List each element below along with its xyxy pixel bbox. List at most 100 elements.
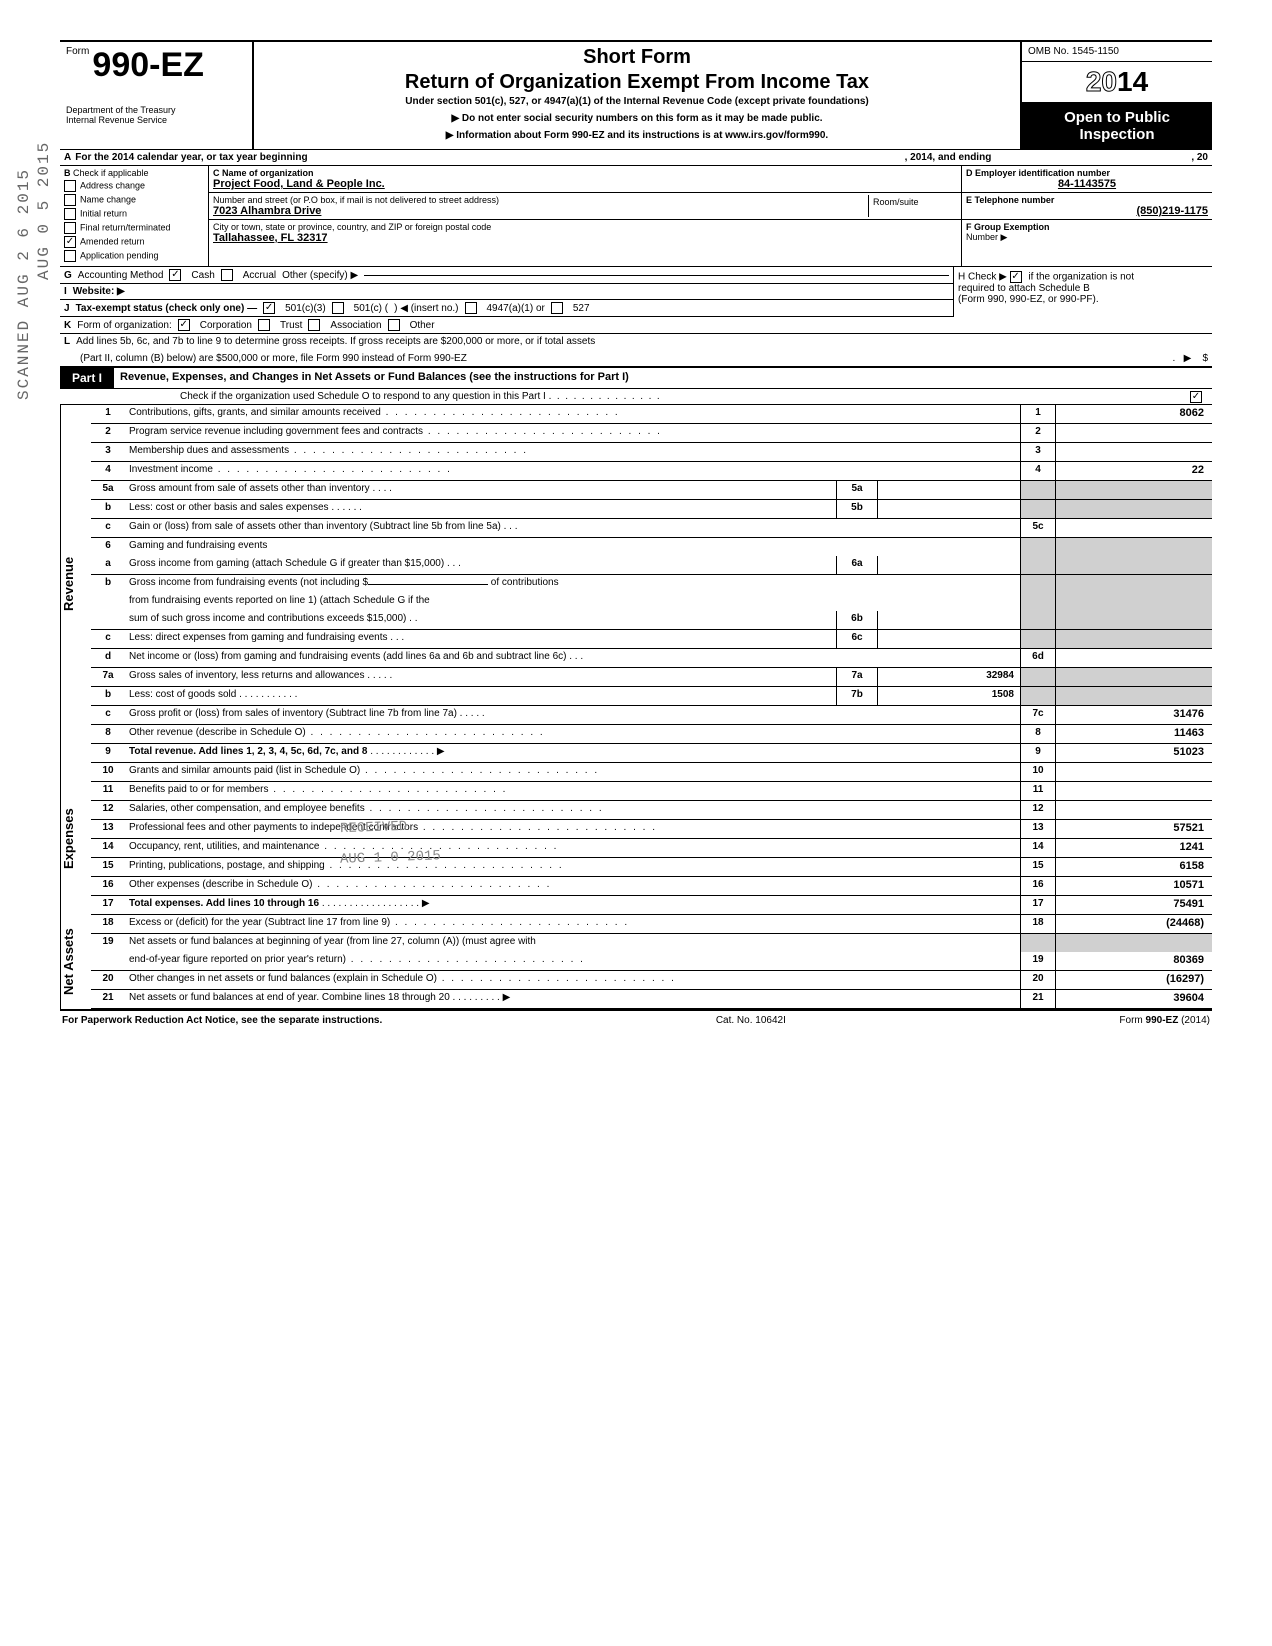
- part1-header: Part I Revenue, Expenses, and Changes in…: [60, 367, 1212, 389]
- row-g: G Accounting Method ✓Cash Accrual Other …: [60, 267, 953, 284]
- ln17-rnum: 17: [1020, 896, 1055, 914]
- ln6c-mval: [877, 630, 1020, 648]
- ln21-rnum: 21: [1020, 990, 1055, 1008]
- ln16-desc: Other expenses (describe in Schedule O): [129, 879, 312, 890]
- ln19-shade: [1020, 934, 1055, 952]
- phone-cell: E Telephone number (850)219-1175: [962, 193, 1212, 220]
- col-c: C Name of organization Project Food, Lan…: [209, 166, 962, 266]
- ln6d-desc: Net income or (loss) from gaming and fun…: [129, 651, 566, 662]
- cb-address-change[interactable]: [64, 180, 76, 192]
- cb-final-return[interactable]: [64, 222, 76, 234]
- ln3-rnum: 3: [1020, 443, 1055, 461]
- form-page: Form 990-EZ Department of the Treasury I…: [60, 40, 1212, 1030]
- addr-label: Number and street (or P.O box, if mail i…: [213, 195, 868, 205]
- ln6d-num: d: [91, 649, 125, 667]
- ln2-rnum: 2: [1020, 424, 1055, 442]
- ln8-rval: 11463: [1055, 725, 1212, 743]
- ln7c-rnum: 7c: [1020, 706, 1055, 724]
- ln4-rnum: 4: [1020, 462, 1055, 480]
- ln16-rnum: 16: [1020, 877, 1055, 895]
- phone-label: E Telephone number: [966, 195, 1208, 205]
- ln13-rnum: 13: [1020, 820, 1055, 838]
- ln19-num: 19: [91, 934, 125, 952]
- ln16-rval: 10571: [1055, 877, 1212, 895]
- row-a-text: For the 2014 calendar year, or tax year …: [75, 152, 307, 163]
- ln2-num: 2: [91, 424, 125, 442]
- row-k: K Form of organization: ✓Corporation Tru…: [60, 317, 1212, 334]
- open-to-public: Open to Public Inspection: [1022, 103, 1212, 149]
- cb-association[interactable]: [308, 319, 320, 331]
- check-if-applicable: Check if applicable: [73, 168, 149, 178]
- cb-name-change[interactable]: [64, 194, 76, 206]
- ln5a-mnum: 5a: [836, 481, 877, 499]
- main-title: Return of Organization Exempt From Incom…: [264, 71, 1010, 94]
- cb-trust[interactable]: [258, 319, 270, 331]
- ln5c-num: c: [91, 519, 125, 537]
- ln7b-mval: 1508: [877, 687, 1020, 705]
- ln19-rnum: 19: [1020, 952, 1055, 970]
- ln9-rval: 51023: [1055, 744, 1212, 762]
- ln12-rnum: 12: [1020, 801, 1055, 819]
- ln5a-desc: Gross amount from sale of assets other t…: [129, 483, 370, 494]
- cb-527[interactable]: [551, 302, 563, 314]
- ln6b-shade3: [1020, 593, 1055, 611]
- cb-initial-return[interactable]: [64, 208, 76, 220]
- cb-cash[interactable]: ✓: [169, 269, 181, 281]
- ln6a-desc: Gross income from gaming (attach Schedul…: [129, 558, 444, 569]
- ln21-num: 21: [91, 990, 125, 1008]
- lbl-application-pending: Application pending: [80, 250, 159, 260]
- ln6b-mnum: 6b: [836, 611, 877, 629]
- ln11-rval: [1055, 782, 1212, 800]
- ln7a-mval: 32984: [877, 668, 1020, 686]
- cb-corporation[interactable]: ✓: [178, 319, 190, 331]
- label-a: A: [64, 152, 71, 163]
- netassets-section: Net Assets 18Excess or (deficit) for the…: [60, 915, 1212, 1009]
- ln20-rnum: 20: [1020, 971, 1055, 989]
- ln5b-mval: [877, 500, 1020, 518]
- schedule-o-check-row: Check if the organization used Schedule …: [60, 389, 1212, 405]
- cb-schedule-b[interactable]: ✓: [1010, 271, 1022, 283]
- ln18-rnum: 18: [1020, 915, 1055, 933]
- lbl-501c: 501(c) (: [354, 303, 388, 314]
- cb-501c3[interactable]: ✓: [263, 302, 275, 314]
- ln12-num: 12: [91, 801, 125, 819]
- cb-schedule-o[interactable]: ✓: [1190, 391, 1202, 403]
- ln7a-mnum: 7a: [836, 668, 877, 686]
- row-a-end: , 20: [1191, 152, 1208, 163]
- ln6-desc: Gaming and fundraising events: [125, 538, 1020, 556]
- ln19-desc2: end-of-year figure reported on prior yea…: [129, 954, 346, 965]
- ln7b-mnum: 7b: [836, 687, 877, 705]
- cb-application-pending[interactable]: [64, 250, 76, 262]
- lbl-other-org: Other: [410, 320, 435, 331]
- ln6d-rval: [1055, 649, 1212, 667]
- ln12-rval: [1055, 801, 1212, 819]
- cb-amended-return[interactable]: ✓: [64, 236, 76, 248]
- cb-other-org[interactable]: [388, 319, 400, 331]
- h-text2: if the organization is not: [1028, 272, 1134, 283]
- ln14-rnum: 14: [1020, 839, 1055, 857]
- ln4-rval: 22: [1055, 462, 1212, 480]
- form-number: 990-EZ: [92, 46, 204, 84]
- cb-4947[interactable]: [465, 302, 477, 314]
- ln13-num: 13: [91, 820, 125, 838]
- ln15-rnum: 15: [1020, 858, 1055, 876]
- section-bcd: B Check if applicable Address change Nam…: [60, 166, 1212, 267]
- ln5b-desc: Less: cost or other basis and sales expe…: [129, 502, 329, 513]
- scanned-stamp: SCANNED AUG 2 6 2015: [15, 168, 33, 400]
- year-bold: 14: [1117, 66, 1148, 97]
- ln1-rnum: 1: [1020, 405, 1055, 423]
- ln7a-shade: [1020, 668, 1055, 686]
- footer-mid: Cat. No. 10642I: [716, 1015, 786, 1026]
- ein-cell: D Employer identification number 84-1143…: [962, 166, 1212, 193]
- cb-accrual[interactable]: [221, 269, 233, 281]
- ln11-rnum: 11: [1020, 782, 1055, 800]
- room-suite-label: Room/suite: [868, 195, 957, 217]
- form-prefix: Form: [66, 46, 89, 57]
- label-l: L: [64, 336, 70, 347]
- ln7b-num: b: [91, 687, 125, 705]
- ein-value: 84-1143575: [966, 178, 1208, 190]
- ln6c-shade: [1020, 630, 1055, 648]
- ln7a-num: 7a: [91, 668, 125, 686]
- ln5a-shade2: [1055, 481, 1212, 499]
- cb-501c[interactable]: [332, 302, 344, 314]
